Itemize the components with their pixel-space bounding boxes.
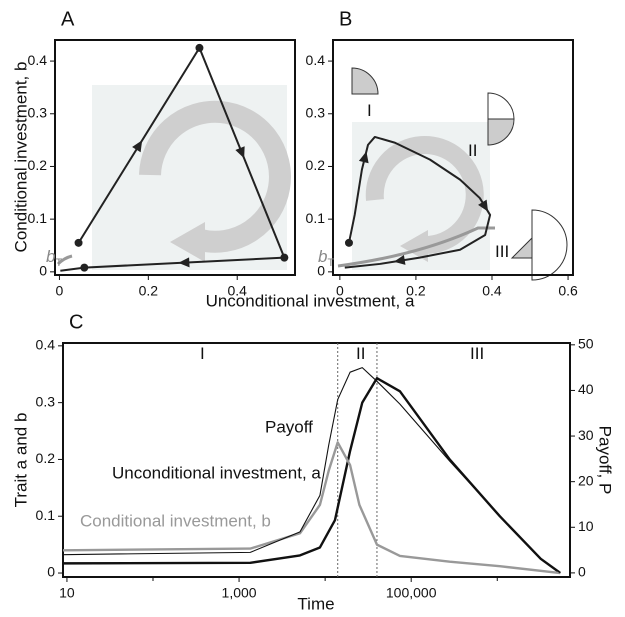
data-line [62,441,561,575]
annotation-text: III [495,242,509,261]
annotation-text: b [46,247,55,266]
x-tick-label: 0 [56,283,64,299]
x-axis-label: Time [297,594,334,613]
x-tick-label: 0.6 [558,283,578,299]
x-tick-label: 0.4 [227,283,247,299]
y2-tick-label: 10 [578,518,594,534]
cycle-arrow [139,100,291,253]
x-tick-label: 0.4 [482,283,502,299]
curve-label: Unconditional investment, a [112,463,321,482]
annotation-text: I [367,101,372,120]
y2-tick-label: 50 [578,336,594,352]
y-tick-label: 0.2 [306,157,326,173]
y-tick-label: 0.3 [28,104,48,120]
direction-arrow [178,257,190,268]
y2-tick-label: 40 [578,381,594,397]
plot-frame [54,39,296,276]
x-tick-label: 0 [336,283,344,299]
annotation-text: III [470,344,484,363]
cycle-arrowhead [400,230,428,262]
annotation-subscript: T [327,257,334,269]
annotation: bT [318,247,334,268]
y-tick-label: 0.3 [306,104,326,120]
annotation-text: I [200,344,205,363]
plot-frame [62,342,571,578]
decoration [56,67,568,281]
x-axis-label: Unconditional investment, a [206,291,415,310]
y-tick-label: 0 [317,263,325,279]
plot-frame [332,39,574,276]
trajectory-point [344,238,353,247]
panel-label: C [69,311,83,333]
y-tick-label: 0.3 [36,393,56,409]
annotation-text: b [318,247,327,266]
y-tick-label: 0.1 [306,210,326,226]
annotation: II [468,141,477,160]
threshold-curve [56,254,73,266]
panel-label: A [61,8,75,30]
cycle-arrowhead [170,222,205,262]
y2-tick-label: 0 [578,564,586,580]
y-axis-label: Trait a and b [11,413,30,508]
y-tick-label: 0.4 [28,52,48,68]
annotation: I [367,101,372,120]
annotation-text: II [356,344,365,363]
annotation: III [495,242,509,261]
data-line [62,367,561,574]
direction-arrow [358,151,369,164]
direction-arrow [235,146,245,159]
y2-tick-label: 20 [578,472,594,488]
x-tick-label: 0.2 [139,283,159,299]
trajectory-point [80,263,89,272]
cycle-arrow [365,136,484,254]
x-tick-label: 100,000 [386,585,437,601]
annotation-text: II [468,141,477,160]
y-tick-label: 0.4 [306,52,326,68]
y-tick-label: 0.2 [28,157,48,173]
y-tick-label: 0.2 [36,450,56,466]
x-tick-label: 10 [59,585,75,601]
y-tick-label: 0.1 [28,210,48,226]
panel-label: B [339,8,352,30]
trajectory-point [74,238,83,247]
annotation: II [356,344,365,363]
direction-arrow [132,140,143,153]
curve-label: Payoff [265,417,313,436]
state-icon [487,92,515,120]
state-icon [510,236,533,259]
direction-arrow [393,255,406,265]
y-axis-label: Conditional investment, b [11,62,30,253]
x-tick-label: 0.2 [406,283,426,299]
curve-label: Conditional investment, b [80,511,271,530]
y2-tick-label: 30 [578,427,594,443]
y2-axis-label: Payoff, P [596,426,615,495]
y-tick-label: 0.1 [36,507,56,523]
y-tick-label: 0.4 [36,337,56,353]
state-icon [351,67,379,95]
x-tick-label: 1,000 [222,585,257,601]
y-tick-label: 0 [47,564,55,580]
trajectory-point [195,43,204,52]
annotation: III [470,344,484,363]
annotation-subscript: T [55,257,62,269]
state-icon [531,209,568,281]
trajectory-point [280,253,289,262]
state-icon [487,118,515,146]
threshold-curve [337,226,495,268]
y-tick-label: 0 [39,263,47,279]
annotation: I [200,344,205,363]
direction-arrow [478,199,489,212]
annotation: bT [46,247,62,268]
